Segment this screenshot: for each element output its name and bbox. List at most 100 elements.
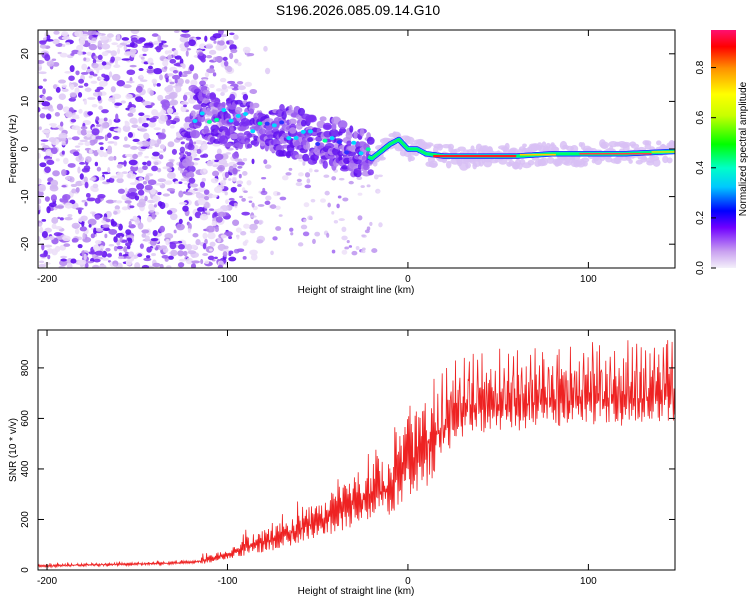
- spectrogram-noise-blob: [135, 85, 143, 93]
- spectrogram-noise-blob: [108, 229, 118, 235]
- spectrogram-noise-blob: [244, 81, 253, 87]
- spectrogram-noise-blob: [237, 85, 246, 91]
- spectrogram-noise-blob: [93, 227, 97, 235]
- spectrogram-noise-blob: [91, 37, 97, 42]
- spectrogram-noise-blob: [189, 183, 199, 188]
- spectrogram-noise-blob: [62, 193, 71, 201]
- spectrogram-noise-blob: [67, 163, 76, 168]
- spectrogram-ridge-halo: [188, 139, 194, 148]
- colorbar-label: Normalized spectral amplitude: [738, 81, 749, 216]
- spectrogram-noise-blob: [74, 87, 80, 95]
- spectrogram-noise-blob: [145, 117, 150, 121]
- spectrogram-noise-blob: [121, 194, 127, 200]
- spectrogram-noise-blob: [191, 260, 201, 264]
- spectrogram-ridge-halo: [522, 143, 527, 148]
- spectrogram-ridge-halo: [246, 143, 253, 149]
- spectrogram-noise-blob: [86, 197, 96, 202]
- spectrogram-noise-blob: [182, 33, 191, 38]
- spectrogram-noise-blob: [116, 33, 121, 40]
- spectrogram-noise-blob: [182, 205, 189, 212]
- spectrogram-ridge-halo: [359, 128, 365, 137]
- spectrogram-noise-blob: [224, 231, 233, 237]
- spectrogram-scatter-blob: [357, 215, 363, 221]
- colorbar: 0.0 0.2 0.4 0.6 0.8 Normalized spectral ampl…: [695, 30, 749, 275]
- spectrogram-noise-blob: [141, 122, 149, 128]
- spectrogram-noise-blob: [192, 73, 199, 80]
- spectrogram-noise-blob: [105, 199, 115, 204]
- snr-ytick-label: 200: [20, 511, 31, 528]
- spectrogram-noise-blob: [157, 35, 162, 42]
- spectrogram-scatter-blob: [341, 235, 348, 241]
- spectrogram-noise-blob: [78, 78, 85, 84]
- spectrogram-noise-blob: [114, 58, 118, 66]
- spectrogram-noise-blob: [95, 228, 104, 232]
- spectrogram-noise-blob: [188, 39, 196, 47]
- spectrogram-ridge-halo: [465, 162, 471, 169]
- spectrogram-noise-blob: [224, 171, 230, 179]
- spectrogram-ridge-halo: [209, 92, 217, 100]
- spectrogram-noise-blob: [152, 195, 161, 202]
- spectrogram-noise-blob: [99, 35, 109, 41]
- spectrogram-noise-blob: [85, 260, 94, 264]
- spectrogram-noise-blob: [249, 88, 258, 94]
- spectrogram-noise-blob: [113, 210, 118, 215]
- spectrogram-noise-blob: [58, 265, 66, 268]
- spectrogram-scatter-blob: [249, 229, 256, 234]
- spectrogram-noise-blob: [96, 86, 104, 91]
- spectrogram-noise-blob: [144, 195, 148, 202]
- spectrogram-scatter-blob: [275, 226, 282, 231]
- spectrogram-noise-blob: [116, 79, 126, 87]
- spectrogram-noise-blob: [174, 78, 178, 84]
- spectrogram-noise-blob: [166, 119, 171, 126]
- spectrogram-noise-blob: [183, 104, 187, 108]
- spectrogram-noise-blob: [79, 226, 88, 232]
- spectrogram-noise-blob: [74, 228, 80, 235]
- spectrogram-noise-blob: [152, 262, 161, 268]
- spectrogram-ridge-spot: [243, 111, 249, 116]
- spectrogram-noise-blob: [173, 62, 183, 67]
- spectrogram-noise-blob: [184, 191, 193, 196]
- spectrogram-noise-blob: [246, 52, 255, 57]
- spectrogram-scatter-blob: [308, 168, 313, 173]
- spectrogram-noise-blob: [256, 239, 264, 244]
- spectrogram-noise-blob: [136, 183, 145, 191]
- spectrogram-ridge-halo: [179, 146, 186, 154]
- spectrogram-noise-blob: [67, 213, 73, 218]
- spectrogram-scatter-blob: [279, 196, 287, 201]
- spectrogram-noise-blob: [185, 257, 193, 265]
- spectrogram-noise-blob: [105, 218, 111, 223]
- spectrogram-ridge-halo: [601, 143, 608, 149]
- spectrogram-noise-blob: [226, 85, 235, 89]
- spectrogram-noise-blob: [86, 133, 91, 138]
- spectrogram-noise-blob: [61, 84, 68, 89]
- spectrogram-noise-blob: [164, 50, 169, 55]
- spectrogram-ridge-spot: [264, 121, 270, 126]
- spectrogram-noise-blob: [127, 131, 134, 138]
- spectrogram-noise-blob: [166, 187, 176, 192]
- spectrogram-ridge-halo: [366, 136, 375, 145]
- snr-xtick-label: -100: [217, 576, 237, 587]
- spectrogram-noise-blob: [90, 80, 98, 84]
- spectrogram-noise-blob: [204, 71, 210, 78]
- spectrogram-noise-blob: [236, 161, 245, 166]
- spectrogram-noise-blob: [193, 157, 200, 161]
- spectrogram-noise-blob: [137, 253, 143, 258]
- spectrogram-noise-blob: [62, 157, 69, 165]
- spectrogram-noise-blob: [217, 264, 223, 268]
- spectrogram-noise-blob: [91, 264, 100, 268]
- spectrogram-noise-blob: [222, 251, 228, 257]
- spectrogram-noise-blob: [121, 37, 130, 41]
- spectrogram-noise-blob: [85, 156, 92, 163]
- spectrogram-noise-blob: [84, 87, 92, 92]
- spectrogram-noise-blob: [166, 265, 172, 268]
- spectrogram-noise-blob: [74, 145, 81, 148]
- spectrogram-noise-blob: [90, 233, 95, 239]
- spectrogram-noise-blob: [41, 243, 45, 251]
- spectrogram-noise-blob: [97, 95, 102, 101]
- spectrogram-ridge-halo: [249, 108, 255, 115]
- spectrogram-noise-blob: [95, 59, 103, 63]
- spectrogram-noise-blob: [115, 200, 123, 204]
- spectrogram-noise-blob: [71, 237, 79, 243]
- spectrogram-noise-blob: [110, 86, 116, 93]
- spectrogram-noise-blob: [129, 41, 135, 48]
